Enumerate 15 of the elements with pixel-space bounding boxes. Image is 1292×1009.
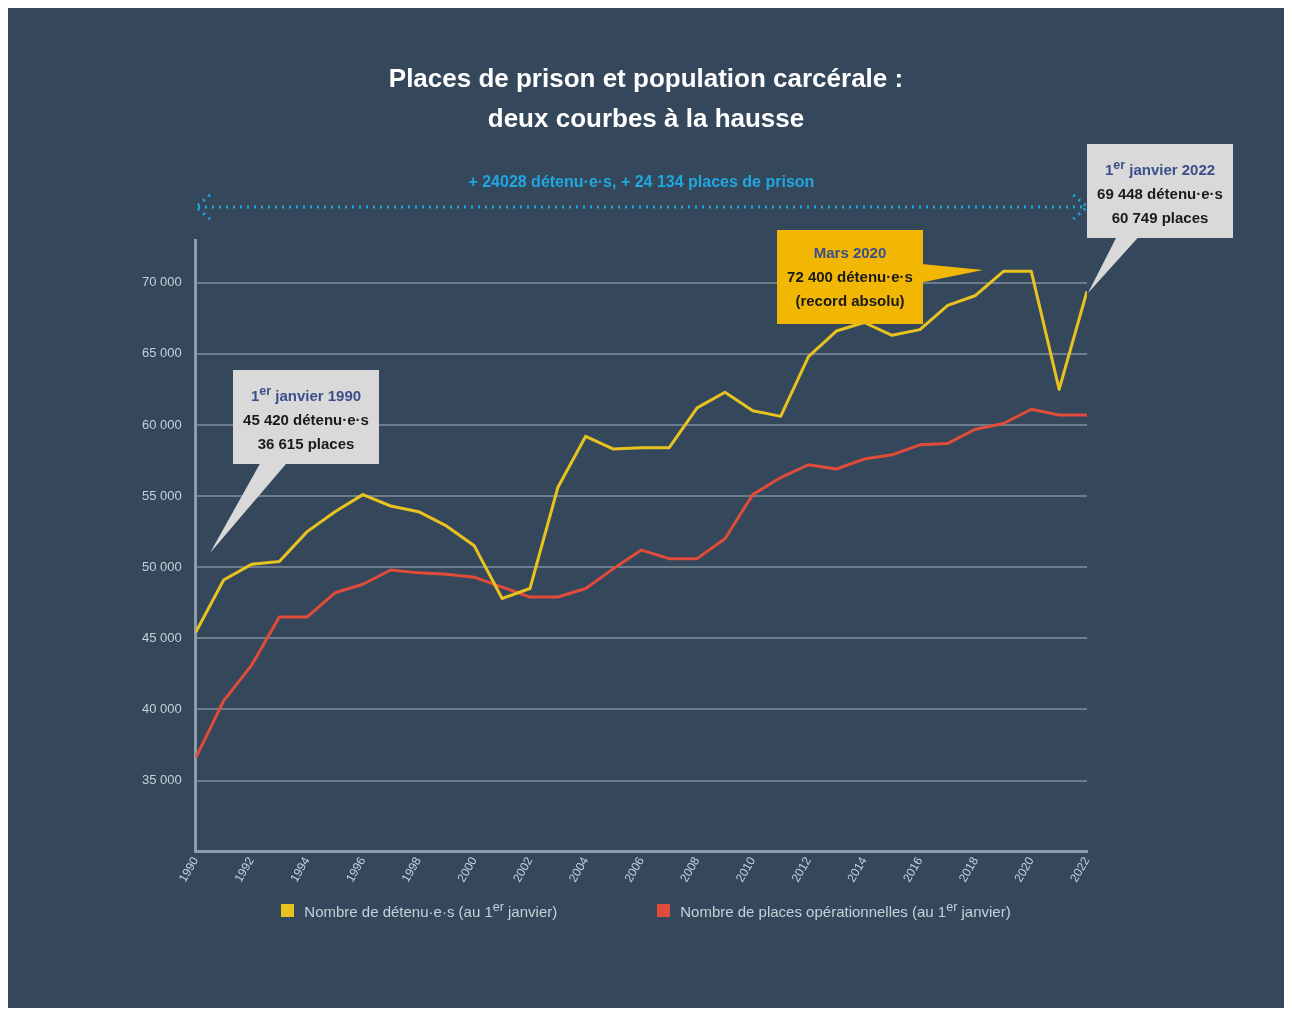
annotation: Mars 2020 72 400 détenu·e·s (record absolu) bbox=[787, 243, 913, 311]
y-tick-label: 55 000 bbox=[142, 487, 182, 503]
y-tick-label: 35 000 bbox=[142, 772, 182, 788]
text: 1$^{er}$ janvier 2022 69 448 détenu·e·s 60 749 places bbox=[1097, 156, 1223, 228]
y-tick-label: 60 000 bbox=[142, 416, 182, 432]
annotation: 1$^{er}$ janvier 1990 45 420 détenu·e·s 36 615 places bbox=[243, 382, 369, 454]
y-tick-label: 65 000 bbox=[142, 345, 182, 361]
y-tick-label: 70 000 bbox=[142, 274, 182, 290]
y-tick-label: 40 000 bbox=[142, 701, 182, 717]
text: + 24028 détenu·e·s, + 24 134 places de prison bbox=[467, 173, 816, 191]
y-tick-label: 50 000 bbox=[142, 558, 182, 574]
y-tick-label: 45 000 bbox=[142, 629, 182, 645]
chart-title: Places de prison et population carcérale : deux courbes à la hausse bbox=[387, 62, 905, 135]
legend-label: Nombre de places opérationnelles (au 1$^{er}$ janvier) bbox=[680, 900, 1011, 920]
legend-label: Nombre de détenu·e·s (au 1$^{er}$ janvier) bbox=[304, 900, 558, 920]
